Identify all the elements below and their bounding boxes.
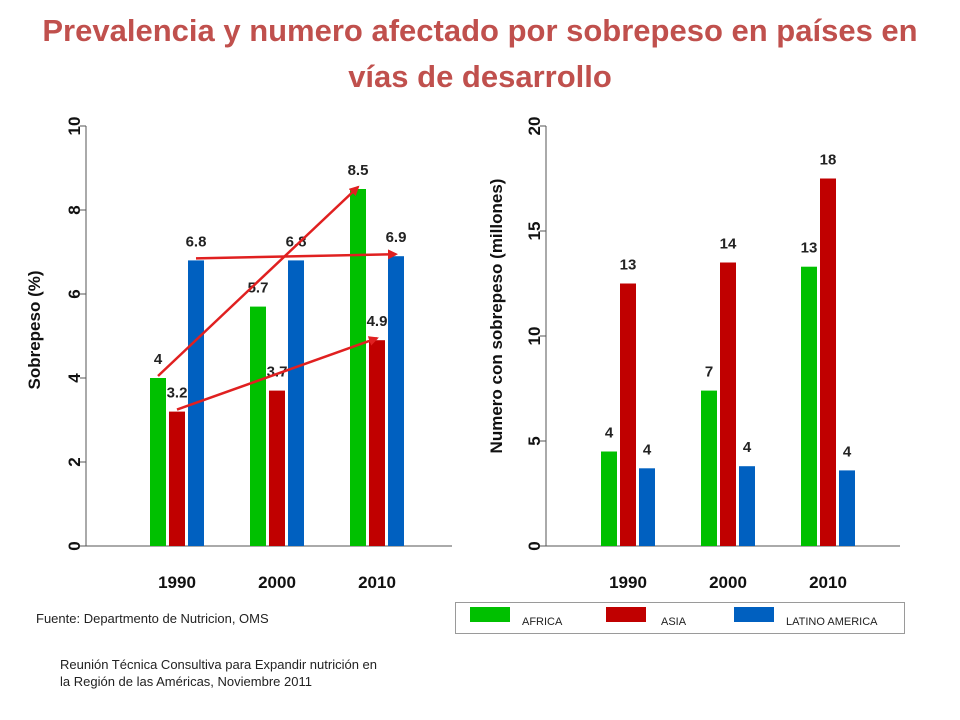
- data-label: 6.9: [386, 229, 407, 246]
- data-label: 13: [801, 240, 818, 257]
- bar: [388, 256, 404, 546]
- x-tick-label: 1990: [609, 573, 647, 592]
- data-label: 4: [605, 425, 614, 442]
- meeting-note: Reunión Técnica Consultiva para Expandir…: [60, 657, 378, 689]
- data-label: 14: [720, 236, 737, 253]
- bar: [801, 266, 817, 546]
- y-tick-label: 20: [525, 117, 544, 136]
- x-tick-label: 2010: [358, 573, 396, 592]
- x-tick-label: 2010: [809, 573, 847, 592]
- data-label: 4: [843, 443, 852, 460]
- data-label: 4: [743, 439, 752, 456]
- y-tick-label: 0: [65, 541, 84, 550]
- bar: [839, 470, 855, 546]
- legend-label-asia: ASIA: [661, 616, 687, 628]
- y-tick-label: 15: [525, 222, 544, 241]
- source-note: Fuente: Departmento de Nutricion, OMS: [36, 611, 269, 626]
- number-affected-chart: 0 5 10 15 20 Numero con sobrepeso (millones) 1…: [487, 117, 900, 592]
- legend-swatch-africa: [470, 607, 510, 622]
- y-tick-label: 10: [65, 117, 84, 136]
- data-label: 4: [154, 351, 163, 368]
- legend-swatch-latino-america: [734, 607, 774, 622]
- y-tick-label: 2: [65, 457, 84, 466]
- data-label: 13: [620, 257, 637, 274]
- data-label: 6.8: [186, 233, 207, 250]
- prevalence-chart: 0 2 4 6 8 10 Sobrepeso (%) 1990 2000 2010 4 5.7 8.5 3…: [25, 117, 452, 592]
- legend: AFRICA ASIA LATINO AMERICA: [455, 602, 905, 634]
- data-label: 7: [705, 364, 713, 381]
- data-label: 18: [820, 152, 837, 169]
- data-label: 4.9: [367, 313, 388, 330]
- bar: [350, 189, 366, 546]
- y-tick-label: 8: [65, 205, 84, 214]
- legend-label-latino-america: LATINO AMERICA: [786, 616, 878, 628]
- y-tick-label: 4: [65, 373, 84, 383]
- bar: [150, 378, 166, 546]
- data-label: 3.2: [167, 385, 188, 402]
- bar: [369, 340, 385, 546]
- bar: [739, 466, 755, 546]
- y-tick-label: 6: [65, 289, 84, 298]
- data-label: 4: [643, 441, 652, 458]
- page-title: Prevalencia y numero afectado por sobrep…: [42, 13, 918, 94]
- bar: [169, 411, 185, 546]
- y-tick-label: 0: [525, 541, 544, 550]
- bar: [620, 283, 636, 546]
- x-tick-label: 2000: [258, 573, 296, 592]
- bar: [269, 390, 285, 546]
- bar: [601, 451, 617, 546]
- y-axis-label: Sobrepeso (%): [25, 270, 44, 389]
- bar: [820, 178, 836, 546]
- trend-arrow: [176, 336, 379, 411]
- y-tick-label: 5: [525, 436, 544, 445]
- trend-arrow: [157, 185, 360, 377]
- bar: [250, 306, 266, 546]
- bar: [720, 262, 736, 546]
- bar: [701, 390, 717, 546]
- data-label: 8.5: [348, 162, 369, 179]
- data-label: 6.8: [286, 233, 307, 250]
- bar: [288, 260, 304, 546]
- legend-label-africa: AFRICA: [522, 616, 563, 628]
- y-tick-label: 10: [525, 327, 544, 346]
- y-axis-label: Numero con sobrepeso (millones): [487, 179, 506, 454]
- x-tick-label: 1990: [158, 573, 196, 592]
- bar: [639, 468, 655, 546]
- data-label: 5.7: [248, 280, 269, 297]
- legend-swatch-asia: [606, 607, 646, 622]
- x-tick-label: 2000: [709, 573, 747, 592]
- trend-arrow: [195, 249, 398, 260]
